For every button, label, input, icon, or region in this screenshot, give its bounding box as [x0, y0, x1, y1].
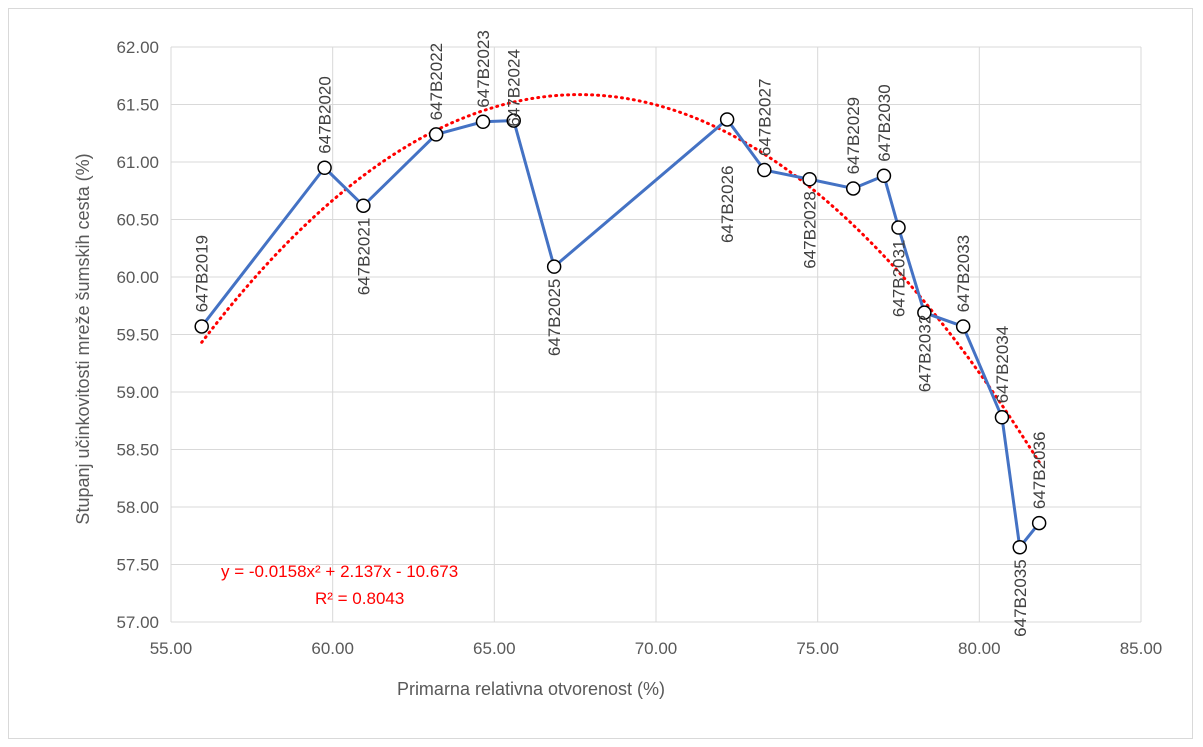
point-label: 647B2035: [1011, 559, 1030, 637]
x-tick-label: 70.00: [635, 639, 678, 658]
y-tick-label: 60.50: [116, 211, 159, 230]
point-label: 647B2024: [505, 49, 524, 127]
y-tick-label: 59.00: [116, 383, 159, 402]
data-point: [317, 160, 332, 175]
data-point: [845, 181, 861, 196]
data-point: [356, 198, 371, 213]
data-point: [917, 305, 932, 320]
data-point: [475, 114, 491, 129]
data-point: [994, 410, 1010, 425]
y-tick-label: 58.00: [116, 498, 159, 517]
data-point: [506, 113, 521, 128]
x-tick-label: 65.00: [473, 639, 516, 658]
x-tick-label: 85.00: [1120, 639, 1163, 658]
data-point: [719, 112, 735, 127]
series-line: [200, 117, 1041, 549]
point-label: 647B2020: [316, 76, 335, 154]
data-point: [757, 162, 772, 178]
data-point: [428, 127, 444, 142]
trendline-r-squared: R² = 0.8043: [315, 589, 404, 608]
trendline-curve: [200, 93, 1041, 464]
point-label: 647B2019: [193, 235, 212, 313]
grid: [170, 46, 1142, 623]
x-tick-label: 55.00: [150, 639, 193, 658]
y-axis-title: Stupanj učinkovitosti mreže šumskih cest…: [73, 153, 93, 524]
x-axis-title: Primarna relativna otvorenost (%): [397, 679, 665, 699]
trendline: [200, 93, 1041, 464]
data-point: [876, 168, 892, 184]
y-tick-label: 58.50: [116, 441, 159, 460]
y-tick-label: 57.00: [116, 613, 159, 632]
point-label: 647B2034: [993, 326, 1012, 404]
data-point: [546, 259, 562, 274]
y-tick-label: 62.00: [116, 38, 159, 57]
y-tick-label: 57.50: [116, 556, 159, 575]
data-point: [1012, 540, 1027, 555]
x-tick-label: 60.00: [311, 639, 354, 658]
point-label: 647B2028: [801, 191, 820, 269]
x-tick-label: 75.00: [796, 639, 839, 658]
point-label: 647B2027: [755, 79, 774, 157]
point-label: 647B2022: [427, 43, 446, 121]
data-point: [802, 172, 817, 187]
data-point: [1031, 515, 1047, 531]
point-label: 647B2036: [1030, 432, 1049, 510]
y-tick-label: 60.00: [116, 268, 159, 287]
scatter-chart: 55.00 60.00 65.00 70.00 75.00 80.00 85.00 57.0…: [73, 30, 1163, 699]
point-label: 647B2032: [915, 315, 934, 393]
data-point: [891, 220, 906, 235]
data-point: [194, 319, 209, 334]
point-label: 647B2030: [875, 84, 894, 162]
point-label: 647B2033: [954, 235, 973, 313]
x-tick-label: 80.00: [958, 639, 1001, 658]
y-tick-label: 61.50: [116, 96, 159, 115]
y-tick-label: 61.00: [116, 153, 159, 172]
point-label: 647B2023: [474, 30, 493, 108]
x-axis-ticks: 55.00 60.00 65.00 70.00 75.00 80.00 85.00: [150, 639, 1163, 658]
trendline-equation: y = -0.0158x² + 2.137x - 10.673: [221, 562, 458, 581]
point-label: 647B2029: [844, 97, 863, 175]
y-axis-ticks: 57.00 57.50 58.00 58.50 59.00 59.50 60.00 60.50…: [116, 38, 159, 632]
point-label: 647B2026: [718, 166, 737, 244]
y-tick-label: 59.50: [116, 326, 159, 345]
point-label: 647B2025: [545, 279, 564, 357]
series: [194, 112, 1047, 555]
point-label: 647B2021: [354, 218, 373, 296]
chart-frame: 55.00 60.00 65.00 70.00 75.00 80.00 85.00 57.0…: [8, 8, 1193, 739]
data-point: [955, 319, 971, 334]
point-label: 647B2031: [890, 240, 909, 318]
point-labels: 647B2019 647B2020 647B2021 647B2022 647B2023…: [193, 30, 1049, 637]
